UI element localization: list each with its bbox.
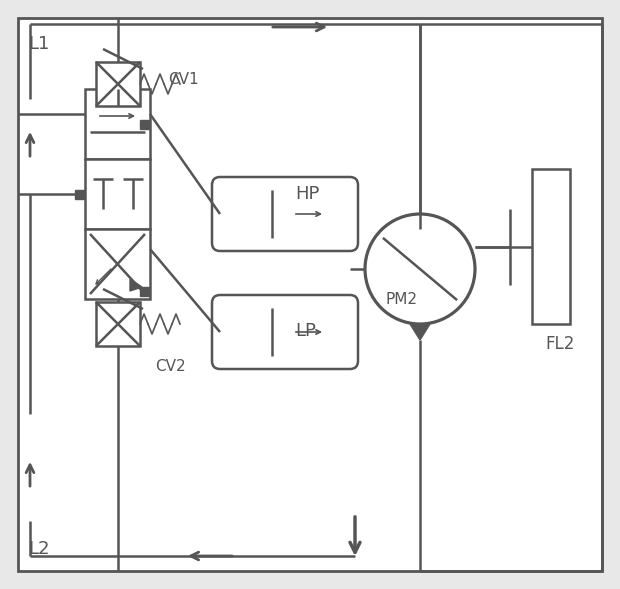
Bar [85, 159, 150, 229]
FancyBboxPatch shape [212, 177, 358, 251]
Text: L2: L2 [28, 540, 50, 558]
Bar [140, 287, 149, 296]
Bar [532, 169, 570, 324]
Text: PM2: PM2 [385, 292, 417, 307]
Text: CV2: CV2 [155, 359, 185, 374]
Polygon shape [130, 279, 142, 291]
Circle shape [365, 214, 475, 324]
Bar [96, 62, 140, 106]
Text: LP: LP [295, 322, 316, 340]
Bar [96, 302, 140, 346]
Bar [85, 229, 150, 299]
Polygon shape [410, 324, 430, 340]
Bar [85, 89, 150, 159]
Text: CV1: CV1 [168, 72, 198, 87]
Bar [75, 190, 84, 199]
FancyBboxPatch shape [212, 295, 358, 369]
Text: L1: L1 [28, 35, 50, 53]
Text: HP: HP [295, 185, 319, 203]
Text: FL2: FL2 [545, 335, 574, 353]
Bar [140, 120, 149, 129]
